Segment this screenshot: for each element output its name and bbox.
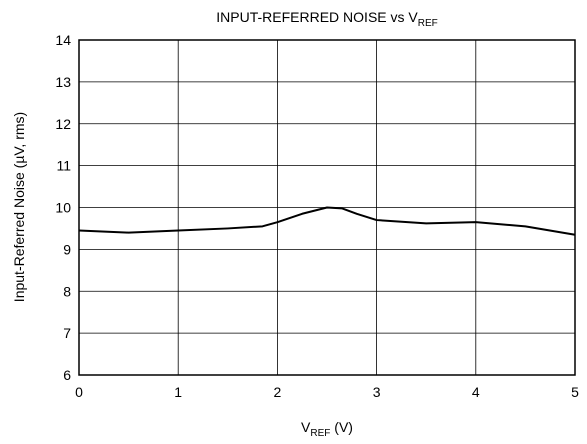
y-tick-label: 13 bbox=[55, 74, 71, 90]
chart-title: INPUT-REFERRED NOISE vs VREF bbox=[216, 9, 437, 29]
plot-frame bbox=[78, 39, 576, 376]
y-tick-label: 8 bbox=[63, 283, 71, 299]
y-tick-label: 6 bbox=[63, 367, 71, 383]
y-tick-label: 11 bbox=[56, 158, 71, 174]
x-tick-label: 4 bbox=[472, 384, 480, 400]
y-tick-label: 7 bbox=[63, 325, 71, 341]
y-tick-label: 14 bbox=[55, 32, 71, 48]
x-tick-label: 2 bbox=[274, 384, 282, 400]
y-axis-label: Input-Referred Noise (µV, rms) bbox=[11, 112, 27, 302]
y-tick-label: 12 bbox=[55, 116, 71, 132]
x-axis-label: VREF (V) bbox=[301, 419, 353, 439]
y-tick-label: 9 bbox=[63, 241, 71, 257]
line bbox=[78, 206, 576, 236]
x-tick-label: 3 bbox=[373, 384, 381, 400]
x-tick-label: 5 bbox=[571, 384, 579, 400]
x-tick-label: 0 bbox=[75, 384, 83, 400]
x-tick-label: 1 bbox=[174, 384, 182, 400]
y-tick-label: 10 bbox=[55, 200, 71, 216]
